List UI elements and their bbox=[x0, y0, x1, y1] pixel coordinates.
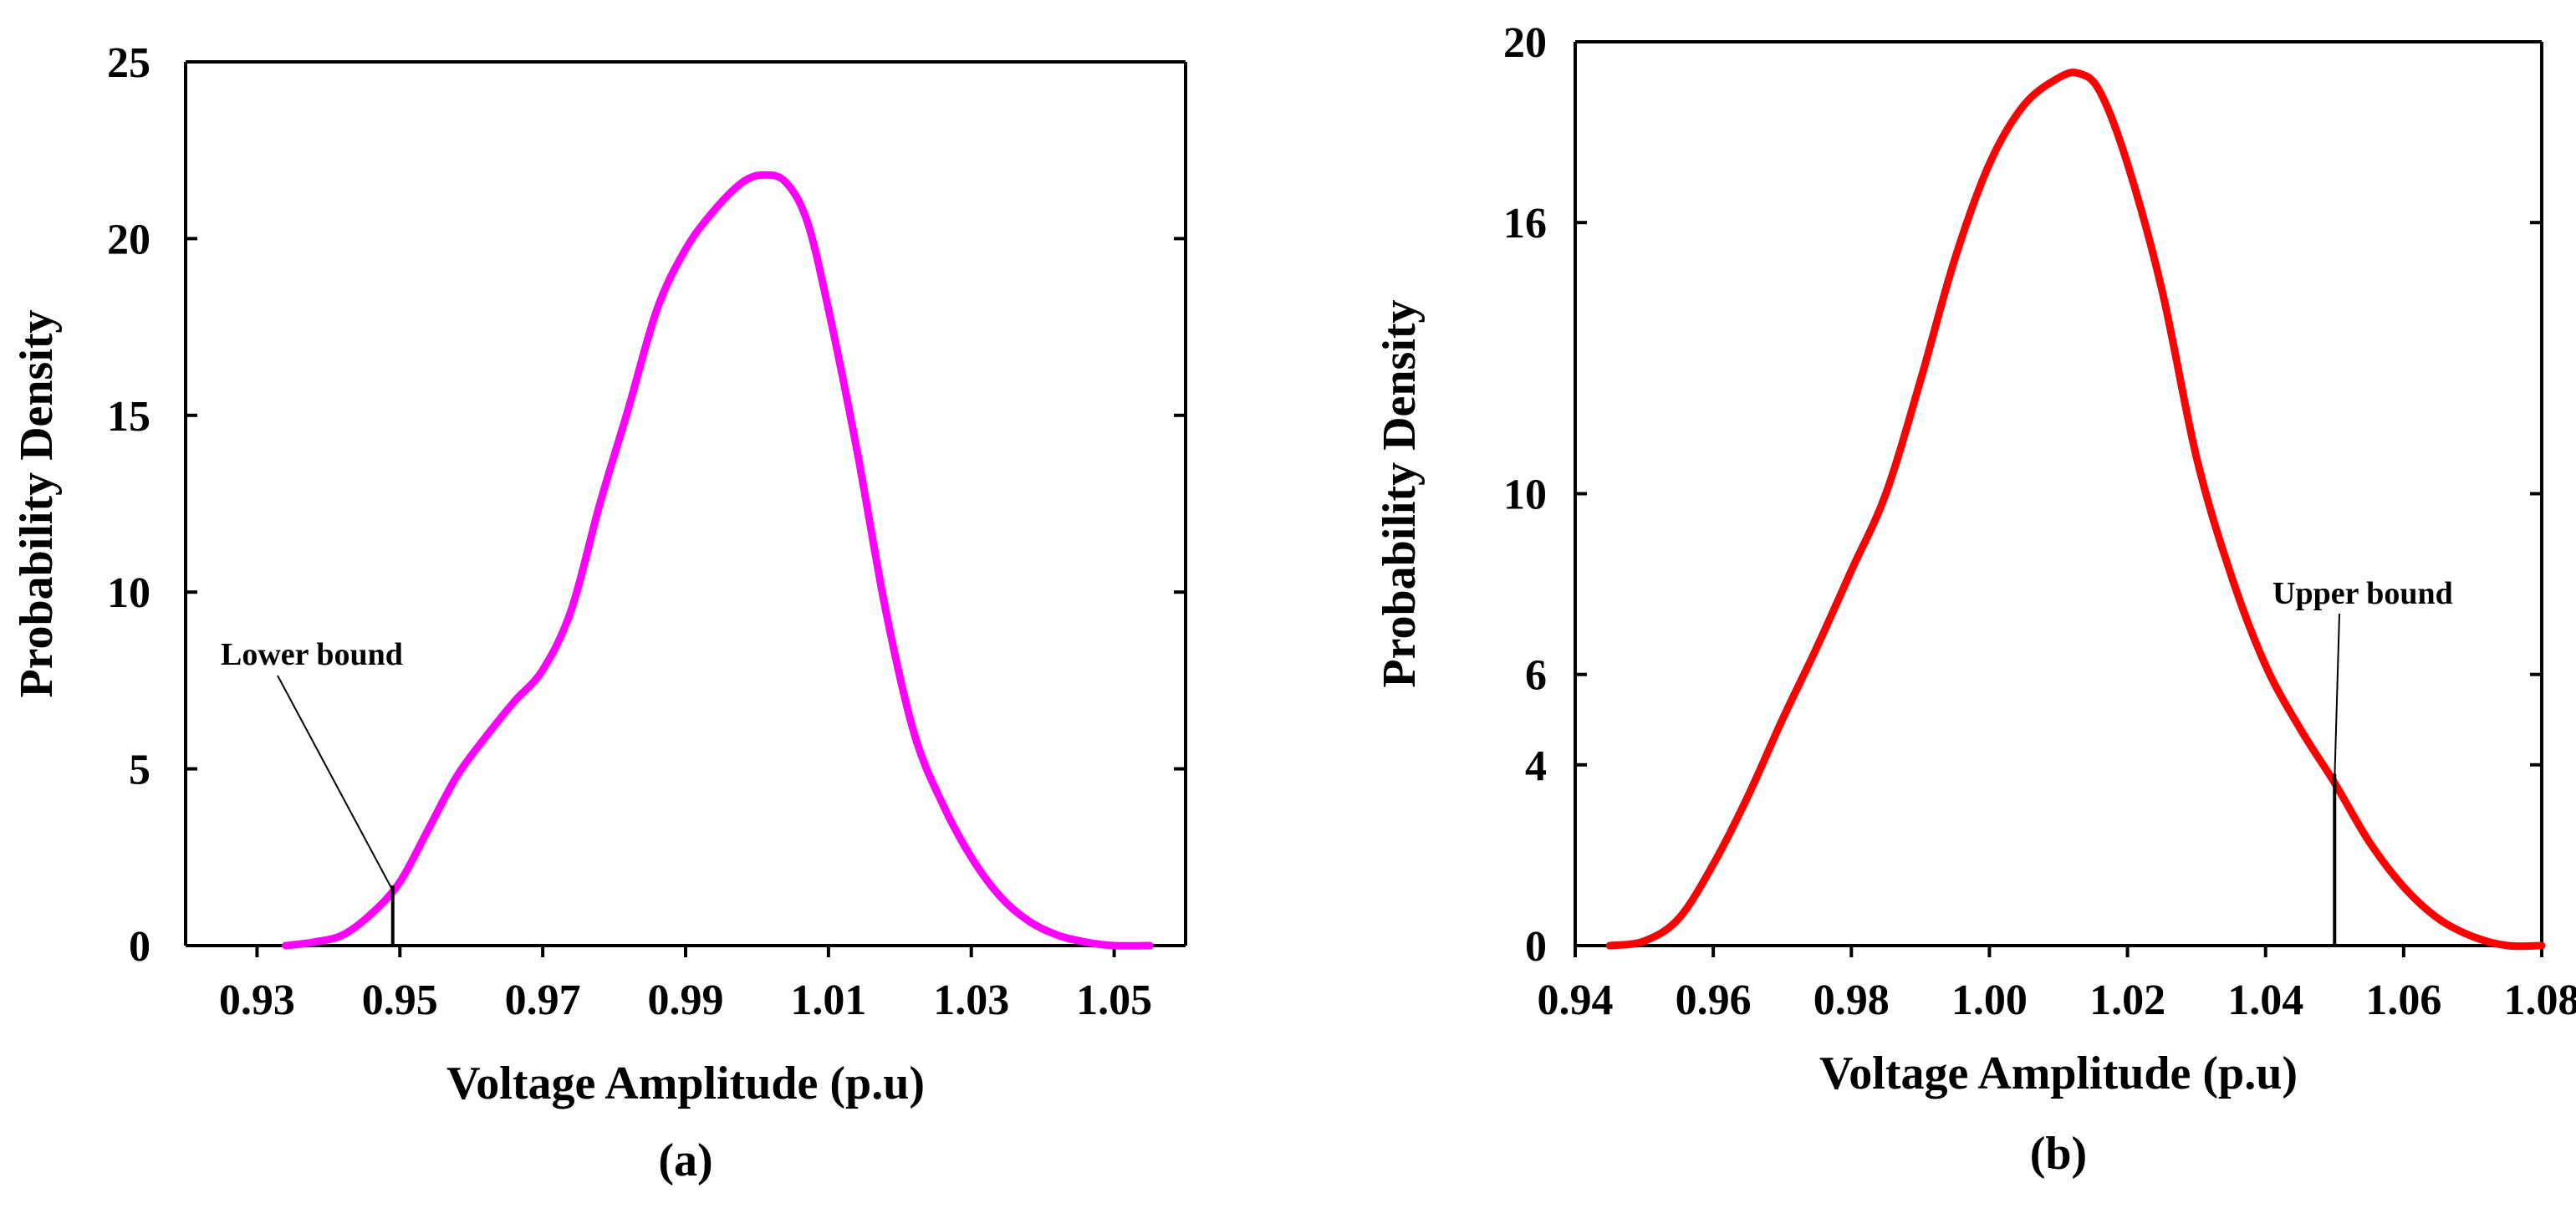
x-tick-label: 1.03 bbox=[933, 977, 1009, 1024]
panel-label: (b) bbox=[2030, 1128, 2087, 1180]
y-tick-label: 4 bbox=[1525, 742, 1547, 790]
annotation-lower-bound: Lower bound bbox=[221, 637, 403, 672]
tick-marks bbox=[1574, 40, 2543, 957]
annotation-leader bbox=[2334, 613, 2340, 779]
y-tick-label: 20 bbox=[1503, 19, 1547, 67]
panel-a: 0.93 0.95 0.97 0.99 1.01 1.03 1.05 0510152025 … bbox=[11, 39, 1187, 1186]
x-tick-label: 0.97 bbox=[505, 977, 581, 1024]
annotation-leader bbox=[277, 675, 394, 891]
y-tick-label: 5 bbox=[129, 747, 150, 794]
x-tick-label: 0.99 bbox=[648, 977, 724, 1024]
tick-marks bbox=[186, 60, 1186, 957]
x-tick-label: 0.95 bbox=[362, 977, 438, 1024]
y-tick-label: 0 bbox=[1525, 923, 1547, 971]
x-tick-label: 0.93 bbox=[219, 977, 295, 1024]
y-tick-label: 10 bbox=[107, 569, 150, 617]
x-tick-label: 1.01 bbox=[790, 977, 866, 1024]
y-tick-labels: 0 5 10 15 20 25 bbox=[107, 39, 150, 971]
series-line bbox=[282, 171, 1154, 950]
y-tick-label: 0 bbox=[129, 923, 150, 971]
x-tick-label: 0.96 bbox=[1676, 977, 1752, 1024]
y-tick-label: 25 bbox=[107, 39, 150, 87]
x-tick-label: 1.02 bbox=[2089, 977, 2165, 1024]
x-tick-labels: 0.94 0.96 0.98 1.00 1.02 1.04 1.06 1.08 bbox=[1538, 977, 2576, 1024]
y-axis-title: Probability Density bbox=[11, 309, 63, 697]
x-axis-title: Voltage Amplitude (p.u) bbox=[446, 1058, 925, 1109]
y-tick-label: 15 bbox=[107, 393, 150, 441]
x-tick-label: 1.04 bbox=[2227, 977, 2303, 1024]
x-tick-label: 0.98 bbox=[1813, 977, 1890, 1024]
x-tick-label: 1.05 bbox=[1076, 977, 1152, 1024]
y-tick-labels: 0 4 6 10 16 20 bbox=[1503, 19, 1547, 971]
panel-b: 0.94 0.96 0.98 1.00 1.02 1.04 1.06 1.08 0 4 6 10 16… bbox=[1374, 19, 2576, 1180]
x-tick-labels: 0.93 0.95 0.97 0.99 1.01 1.03 1.05 bbox=[219, 977, 1152, 1024]
series-line bbox=[1605, 69, 2546, 951]
x-tick-label: 1.08 bbox=[2504, 977, 2576, 1024]
y-tick-label: 10 bbox=[1503, 472, 1547, 519]
x-tick-label: 1.00 bbox=[1951, 977, 2028, 1024]
y-tick-label: 20 bbox=[107, 216, 150, 263]
x-tick-label: 1.06 bbox=[2365, 977, 2441, 1024]
x-axis-title: Voltage Amplitude (p.u) bbox=[1819, 1048, 2298, 1099]
y-axis-title: Probability Density bbox=[1374, 299, 1426, 687]
annotation-upper-bound: Upper bound bbox=[2272, 576, 2453, 611]
panel-label: (a) bbox=[658, 1135, 712, 1186]
x-tick-label: 0.94 bbox=[1538, 977, 1614, 1024]
y-tick-label: 16 bbox=[1503, 200, 1547, 247]
y-tick-label: 6 bbox=[1525, 652, 1547, 700]
